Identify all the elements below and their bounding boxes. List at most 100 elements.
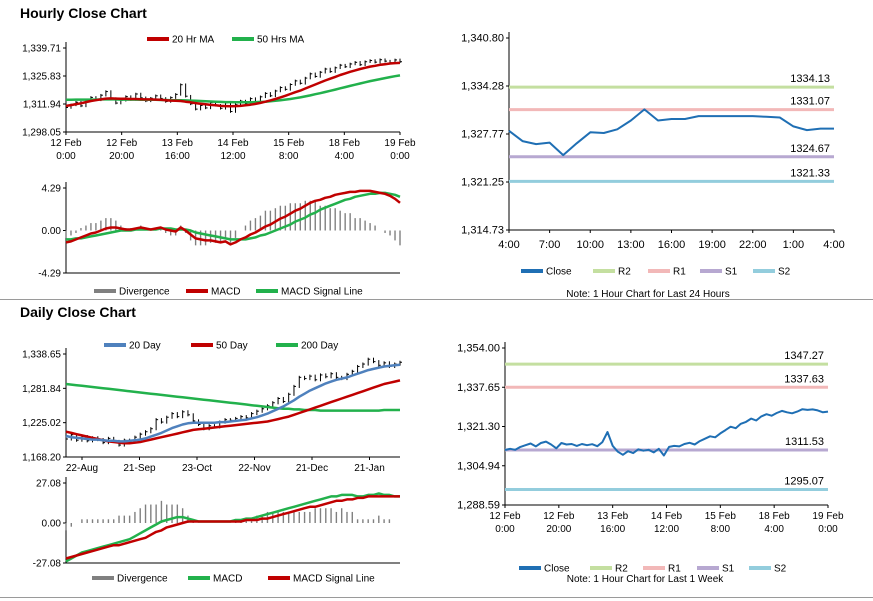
daily-levels-x-tick-time: 16:00 <box>600 524 625 535</box>
hourly-price-x-tick-date: 12 Feb <box>106 138 138 149</box>
daily-levels-level-label-r1: 1337.63 <box>784 373 824 385</box>
bottom-divider <box>0 597 873 598</box>
hourly-legend-divergence-label: Divergence <box>119 287 170 298</box>
hourly-legend-20hr-ma-label: 20 Hr MA <box>172 35 215 46</box>
hourly-levels-x-tick-label: 4:00 <box>498 239 519 251</box>
daily-levels-level-label-r2: 1347.27 <box>784 350 824 362</box>
hourly-levels-legend-r1-label: R1 <box>673 267 686 278</box>
daily-macd-y-tick-label: 27.08 <box>36 479 61 490</box>
hourly-price-x-tick-date: 12 Feb <box>50 138 82 149</box>
hourly-levels-x-tick-label: 16:00 <box>658 239 686 251</box>
daily-levels-level-label-s2: 1295.07 <box>784 475 824 487</box>
hourly-price-y-tick-label: 1,339.71 <box>22 44 61 55</box>
hourly-levels-x-tick-label: 13:00 <box>617 239 645 251</box>
hourly-levels-note: Note: 1 Hour Chart for Last 24 Hours <box>566 289 729 300</box>
daily-levels-x-tick-date: 13 Feb <box>597 511 629 522</box>
hourly-price-x-tick-time: 16:00 <box>165 151 190 162</box>
daily-levels-x-tick-date: 12 Feb <box>489 511 521 522</box>
daily-price-y-tick-label: 1,225.02 <box>22 418 61 429</box>
hourly-price-x-tick-date: 13 Feb <box>162 138 194 149</box>
daily-levels-note: Note: 1 Hour Chart for Last 1 Week <box>567 574 725 585</box>
daily-levels-level-label-s1: 1311.53 <box>785 436 824 448</box>
daily-price-x-tick-label: 21-Dec <box>296 463 328 474</box>
hourly-levels-legend-r2-label: R2 <box>618 267 631 278</box>
daily-levels-legend-r2-label: R2 <box>615 564 628 575</box>
daily-levels-x-tick-date: 19 Feb <box>812 511 844 522</box>
daily-price-y-tick-label: 1,168.20 <box>22 453 61 464</box>
daily-legend-20day-label: 20 Day <box>129 341 161 352</box>
daily-levels-x-tick-time: 0:00 <box>495 524 515 535</box>
daily-macd-signal-line <box>65 495 400 560</box>
hourly-price-x-tick-time: 12:00 <box>220 151 245 162</box>
daily-50day-line <box>65 379 401 445</box>
daily-price-x-tick-label: 21-Sep <box>123 463 156 474</box>
hourly-20hr-ma-line <box>65 61 401 108</box>
daily-levels-legend-r1-label: R1 <box>668 564 681 575</box>
hourly-price-x-tick-date: 19 Feb <box>384 138 416 149</box>
daily-levels-y-tick-label: 1,337.65 <box>457 382 500 394</box>
hourly-legend-macd-label: MACD <box>211 287 240 298</box>
hourly-levels-y-tick-label: 1,327.77 <box>461 129 504 141</box>
daily-levels-legend-s1-label: S1 <box>722 564 735 575</box>
hourly-macd-y-tick-label: 4.29 <box>42 184 62 195</box>
hourly-levels-y-tick-label: 1,334.28 <box>461 81 504 93</box>
daily-legend-macd-label: MACD <box>213 574 242 585</box>
hourly-section-title: Hourly Close Chart <box>20 5 147 21</box>
daily-macd-y-tick-label: 0.00 <box>42 519 62 530</box>
daily-levels-y-tick-label: 1,304.94 <box>457 460 500 472</box>
hourly-levels-y-tick-label: 1,321.25 <box>461 177 504 189</box>
daily-levels-y-tick-label: 1,354.00 <box>457 343 500 355</box>
daily-price-y-tick-label: 1,338.65 <box>22 350 61 361</box>
daily-price-x-tick-label: 21-Jan <box>354 463 385 474</box>
hourly-levels-legend-close-label: Close <box>546 267 572 278</box>
daily-price-x-tick-label: 22-Aug <box>66 463 98 474</box>
daily-levels-x-tick-date: 12 Feb <box>543 511 575 522</box>
hourly-price-x-tick-time: 8:00 <box>279 151 299 162</box>
daily-price-x-tick-label: 22-Nov <box>238 463 270 474</box>
hourly-price-y-tick-label: 1,325.83 <box>22 72 61 83</box>
daily-levels-close-line <box>504 408 829 457</box>
hourly-levels-level-label-r2: 1334.13 <box>790 73 830 85</box>
daily-section-title: Daily Close Chart <box>20 304 136 320</box>
hourly-levels-legend-s2-label: S2 <box>778 267 791 278</box>
hourly-levels-level-label-s1: 1324.67 <box>790 143 830 155</box>
hourly-levels-x-tick-label: 7:00 <box>539 239 560 251</box>
hourly-levels-y-tick-label: 1,314.73 <box>461 225 504 237</box>
daily-macd-y-tick-label: -27.08 <box>33 559 62 570</box>
daily-levels-x-tick-date: 18 Feb <box>759 511 791 522</box>
daily-levels-x-tick-time: 8:00 <box>711 524 731 535</box>
hourly-macd-line <box>65 189 401 246</box>
daily-legend-divergence-label: Divergence <box>117 574 168 585</box>
daily-levels-x-tick-date: 14 Feb <box>651 511 683 522</box>
daily-levels-x-tick-time: 4:00 <box>764 524 784 535</box>
hourly-levels-x-tick-label: 1:00 <box>783 239 804 251</box>
hourly-price-x-tick-time: 4:00 <box>335 151 355 162</box>
hourly-legend-50hrs-ma-label: 50 Hrs MA <box>257 35 305 46</box>
daily-levels-legend-s2-label: S2 <box>774 564 787 575</box>
daily-price-y-tick-label: 1,281.84 <box>22 384 61 395</box>
hourly-levels-level-label-r1: 1331.07 <box>790 96 830 108</box>
daily-levels-x-tick-date: 15 Feb <box>705 511 737 522</box>
hourly-price-x-tick-date: 14 Feb <box>217 138 249 149</box>
daily-price-x-tick-label: 23-Oct <box>182 463 212 474</box>
daily-levels-x-tick-time: 12:00 <box>654 524 679 535</box>
hourly-price-x-tick-time: 0:00 <box>56 151 76 162</box>
hourly-levels-x-tick-label: 19:00 <box>698 239 726 251</box>
hourly-price-y-tick-label: 1,298.05 <box>22 128 61 139</box>
hourly-levels-x-tick-label: 4:00 <box>823 239 844 251</box>
daily-levels-y-tick-label: 1,288.59 <box>457 500 500 512</box>
hourly-price-x-tick-time: 0:00 <box>390 151 410 162</box>
hourly-levels-close-line <box>508 108 834 157</box>
hourly-levels-level-label-s2: 1321.33 <box>790 167 830 179</box>
hourly-price-x-tick-date: 15 Feb <box>273 138 305 149</box>
hourly-macd-signal-line <box>66 191 401 241</box>
hourly-levels-y-tick-label: 1,340.80 <box>461 33 504 45</box>
daily-legend-macd-signal-label: MACD Signal Line <box>293 574 375 585</box>
hourly-legend-macd-signal-label: MACD Signal Line <box>281 287 363 298</box>
hourly-price-y-tick-label: 1,311.94 <box>23 100 62 111</box>
daily-macd-line <box>65 492 400 563</box>
hourly-macd-y-tick-label: -4.29 <box>38 269 61 280</box>
hourly-price-x-tick-date: 18 Feb <box>329 138 361 149</box>
daily-legend-50day-label: 50 Day <box>216 341 248 352</box>
